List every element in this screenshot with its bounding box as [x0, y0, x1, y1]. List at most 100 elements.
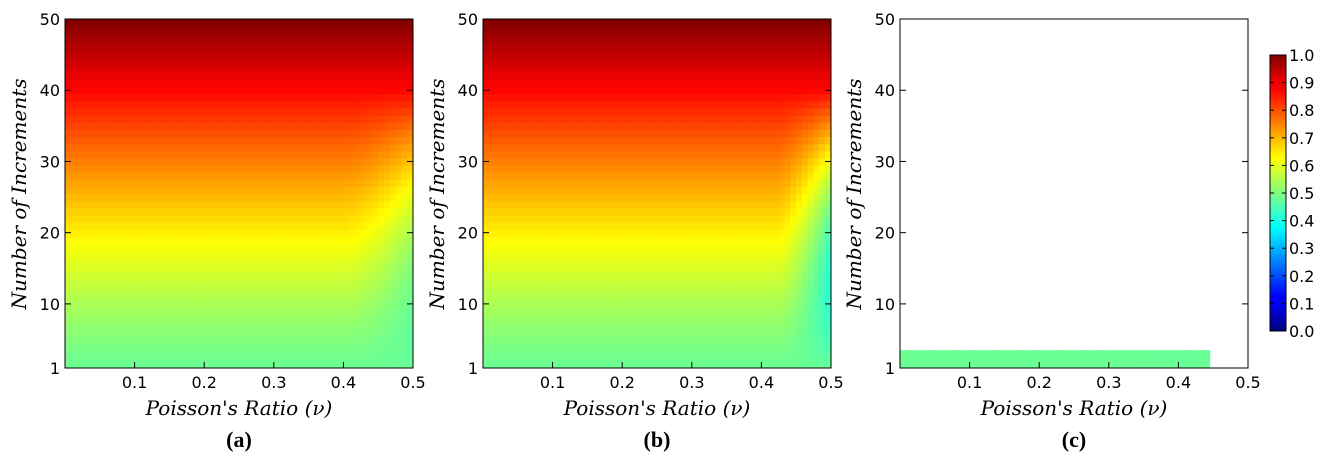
heatmap-cell: [88, 72, 95, 81]
heatmap-cell: [302, 250, 310, 259]
heatmap-cell: [186, 193, 194, 202]
heatmap-cell: [297, 51, 304, 59]
heatmap-cell: [99, 122, 107, 130]
heatmap-cell: [604, 328, 612, 337]
heatmap-cell: [778, 271, 786, 280]
heatmap-cell: [366, 179, 373, 187]
heatmap-cell: [726, 165, 733, 173]
heatmap-cell: [314, 364, 321, 369]
heatmap-cell: [215, 58, 223, 66]
heatmap-cell: [517, 243, 525, 251]
heatmap-cell: [210, 86, 217, 95]
heatmap-cell: [389, 58, 397, 66]
heatmap-cell: [65, 328, 72, 337]
heatmap-cell: [686, 179, 693, 187]
heatmap-cell: [94, 193, 101, 202]
heatmap-cell: [186, 293, 194, 301]
heatmap-cell: [82, 278, 89, 287]
heatmap-cell: [291, 328, 298, 337]
heatmap-cell: [273, 93, 281, 102]
heatmap-cell: [244, 335, 252, 344]
heatmap-cell: [244, 250, 252, 259]
heatmap-cell: [140, 143, 147, 152]
heatmap-cell: [755, 364, 762, 369]
heatmap-cell: [599, 143, 606, 152]
heatmap-cell: [645, 186, 652, 194]
heatmap-cell: [825, 207, 832, 216]
heatmap-cell: [326, 172, 333, 180]
heatmap-cell: [169, 51, 176, 59]
heatmap-cell: [331, 364, 339, 369]
heatmap-cell: [297, 150, 304, 159]
heatmap-cell: [337, 243, 344, 251]
heatmap-cell: [813, 193, 820, 202]
heatmap-cell: [778, 193, 786, 202]
heatmap-cell: [128, 115, 136, 123]
heatmap-cell: [221, 93, 228, 102]
heatmap-cell: [273, 257, 281, 266]
heatmap-cell: [715, 243, 722, 251]
heatmap-cell: [169, 221, 176, 230]
heatmap-cell: [297, 300, 304, 308]
heatmap-cell: [256, 22, 263, 31]
heatmap-cell: [302, 157, 310, 166]
heatmap-cell: [117, 86, 124, 95]
heatmap-cell: [320, 307, 327, 316]
heatmap-cell: [738, 300, 745, 308]
heatmap-cell: [244, 328, 252, 337]
heatmap-cell: [401, 136, 408, 145]
heatmap-cell: [709, 357, 716, 365]
heatmap-cell: [343, 264, 350, 273]
heatmap-cell: [146, 179, 153, 187]
heatmap-cell: [308, 271, 315, 280]
heatmap-cell: [326, 243, 333, 251]
heatmap-cell: [320, 172, 327, 180]
heatmap-cell: [389, 314, 397, 323]
heatmap-cell: [256, 93, 263, 102]
heatmap-cell: [633, 328, 641, 337]
heatmap-cell: [494, 286, 501, 294]
heatmap-cell: [215, 186, 223, 194]
heatmap-cell: [732, 307, 739, 316]
heatmap-cell: [407, 193, 414, 202]
heatmap-cell: [111, 314, 118, 323]
heatmap-cell: [76, 108, 83, 116]
heatmap-cell: [302, 264, 310, 273]
heatmap-cell: [227, 286, 234, 294]
heatmap-cell: [210, 58, 217, 66]
heatmap-cell: [250, 157, 257, 166]
heatmap-cell: [337, 229, 344, 237]
heatmap-cell: [616, 343, 623, 351]
heatmap-cell: [70, 214, 78, 223]
heatmap-cell: [128, 335, 136, 344]
heatmap-cell: [140, 193, 147, 202]
heatmap-cell: [686, 229, 693, 237]
heatmap-cell: [326, 136, 333, 145]
heatmap-cell: [488, 264, 496, 273]
heatmap-cell: [488, 357, 496, 365]
heatmap-cell: [94, 264, 101, 273]
heatmap-cell: [204, 321, 211, 330]
heatmap-cell: [720, 335, 728, 344]
heatmap-cell: [500, 264, 507, 273]
heatmap-cell: [314, 143, 321, 152]
heatmap-cell: [268, 19, 275, 24]
heatmap-cell: [169, 328, 176, 337]
heatmap-cell: [755, 186, 762, 194]
heatmap-cell: [297, 65, 304, 73]
heatmap-cell: [686, 150, 693, 159]
heatmap-cell: [140, 36, 147, 45]
heatmap-cell: [697, 328, 704, 337]
heatmap-cell: [587, 293, 594, 301]
heatmap-cell: [233, 257, 240, 266]
heatmap-cell: [128, 250, 136, 259]
heatmap-cell: [483, 193, 490, 202]
heatmap-cell: [720, 143, 728, 152]
heatmap-cell: [94, 250, 101, 259]
heatmap-cell: [308, 343, 315, 351]
heatmap-cell: [749, 271, 757, 280]
heatmap-cell: [88, 86, 95, 95]
heatmap-cell: [256, 221, 263, 230]
heatmap-cell: [250, 278, 257, 287]
heatmap-cell: [94, 100, 101, 109]
